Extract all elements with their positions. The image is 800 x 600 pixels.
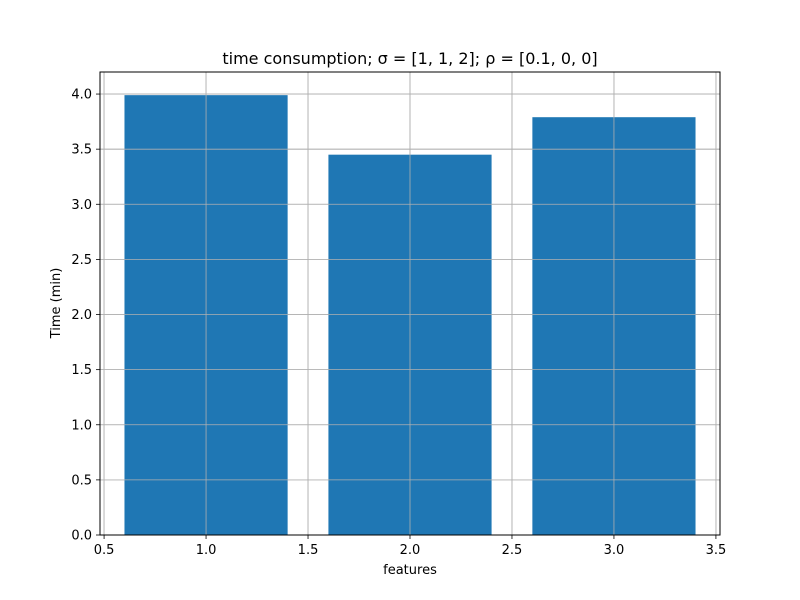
x-tick-label: 3.0	[604, 543, 625, 558]
y-tick-label: 1.5	[71, 363, 92, 378]
x-tick-label: 1.0	[196, 543, 217, 558]
y-tick-label: 4.0	[71, 88, 92, 103]
x-axis-label: features	[383, 563, 437, 578]
chart-title: time consumption; σ = [1, 1, 2]; ρ = [0.…	[222, 49, 597, 68]
x-tick-label: 2.0	[400, 543, 421, 558]
y-tick-label: 0.0	[71, 529, 92, 544]
x-tick-label: 2.5	[502, 543, 523, 558]
y-tick-label: 3.5	[71, 143, 92, 158]
x-tick-label: 1.5	[298, 543, 319, 558]
y-axis-label: Time (min)	[49, 268, 64, 340]
y-tick-label: 2.0	[71, 308, 92, 323]
x-tick-label: 0.5	[94, 543, 115, 558]
y-tick-label: 2.5	[71, 253, 92, 268]
x-tick-label: 3.5	[706, 543, 727, 558]
axis-ticks: 0.5 1.0 1.5 2.0 2.5 3.0 3.50.00.51.01.52.02.53…	[71, 88, 726, 558]
y-tick-label: 1.0	[71, 418, 92, 433]
grid-overlay	[100, 72, 720, 536]
y-tick-label: 3.0	[71, 198, 92, 213]
y-tick-label: 0.5	[71, 473, 92, 488]
